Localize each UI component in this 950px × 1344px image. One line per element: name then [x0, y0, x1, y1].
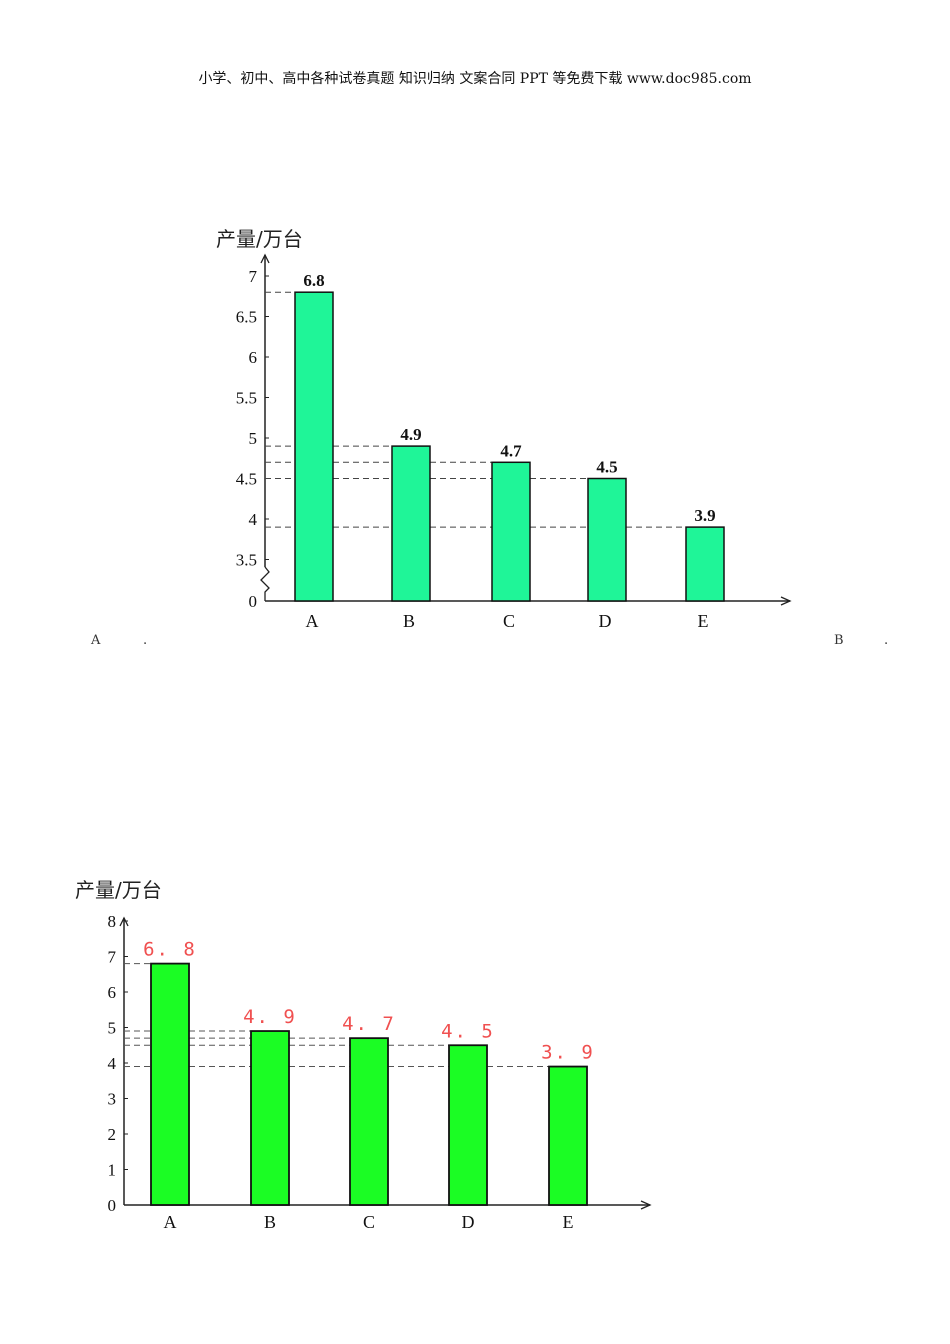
bar-e: [685, 526, 725, 602]
y-tick-label: 6: [108, 983, 117, 1002]
x-tick-label: A: [306, 611, 319, 631]
y-tick-label: 7: [249, 267, 258, 286]
y-tick-label: 7: [108, 948, 117, 967]
option-a-label: A: [91, 633, 101, 648]
x-tick-label: D: [462, 1212, 475, 1232]
bar-c: [349, 1037, 389, 1206]
data-label: 4. 5: [441, 1020, 495, 1042]
y-tick-label: 5: [249, 429, 258, 448]
data-label: 3.9: [694, 506, 715, 525]
data-label: 4.7: [500, 441, 522, 460]
data-label: 4.9: [400, 425, 421, 444]
chart-option-a: 产量/万台 0 3.5 4 4.5 5 5.5 6 6.5 7 6.8 A 4.9 B 4.7 C 4.5 D 3.…: [216, 227, 792, 631]
x-tick-label: C: [363, 1212, 375, 1232]
x-tick-label: E: [563, 1212, 574, 1232]
y-tick-label: 5: [108, 1019, 117, 1038]
option-a-dot: .: [143, 633, 148, 648]
chart-option-b: 产量/万台 0 1 2 3 4 5 6 7 8 6. 8 A 4. 9 B 4. 7 C 4. 5 D 3. 9 E: [75, 878, 652, 1232]
y-tick-label: 0: [249, 592, 258, 611]
data-label: 4. 7: [342, 1013, 396, 1035]
option-b-dot: .: [884, 633, 889, 648]
bar-e: [548, 1065, 588, 1206]
data-label: 4. 9: [243, 1006, 297, 1028]
x-axis-arrow: [780, 596, 792, 606]
y-tick-label: 4: [249, 510, 258, 529]
data-label: 6.8: [303, 271, 324, 290]
y-tick-label: 1: [108, 1161, 117, 1180]
data-label: 6. 8: [143, 939, 197, 961]
bar-d: [587, 477, 627, 602]
bar-a: [294, 291, 334, 602]
y-tick-label: 8: [108, 912, 117, 931]
bar-c: [491, 461, 531, 602]
y-tick-label: 6.5: [236, 308, 257, 327]
y-tick-label: 2: [108, 1125, 117, 1144]
option-b-label: B: [834, 633, 844, 648]
bar-b: [391, 445, 431, 602]
y-tick-label: 0: [108, 1196, 117, 1215]
y-axis-arrow: [260, 253, 270, 264]
bar-b: [250, 1030, 290, 1206]
x-tick-label: C: [503, 611, 515, 631]
x-tick-label: B: [264, 1212, 276, 1232]
bar-a: [150, 962, 190, 1206]
x-tick-label: D: [599, 611, 612, 631]
y-tick-label: 4: [108, 1054, 117, 1073]
y-tick-label: 6: [249, 348, 258, 367]
y-axis-arrow: [119, 916, 129, 927]
page-header: 小学、初中、高中各种试卷真题 知识归纳 文案合同 PPT 等免费下载 www.d…: [198, 71, 752, 87]
data-label: 3. 9: [541, 1042, 595, 1064]
axis-break-mark: [260, 566, 270, 601]
x-axis-arrow: [640, 1200, 652, 1210]
y-tick-label: 4.5: [236, 470, 257, 489]
y-tick-label: 5.5: [236, 389, 257, 408]
y-axis-label: 产量/万台: [75, 878, 162, 902]
y-tick-label: 3: [108, 1090, 117, 1109]
x-tick-label: E: [698, 611, 709, 631]
x-tick-label: B: [403, 611, 415, 631]
y-tick-label: 3.5: [236, 551, 257, 570]
y-axis-label: 产量/万台: [216, 227, 303, 251]
x-tick-label: A: [164, 1212, 177, 1232]
bar-d: [448, 1044, 488, 1206]
data-label: 4.5: [596, 458, 617, 477]
